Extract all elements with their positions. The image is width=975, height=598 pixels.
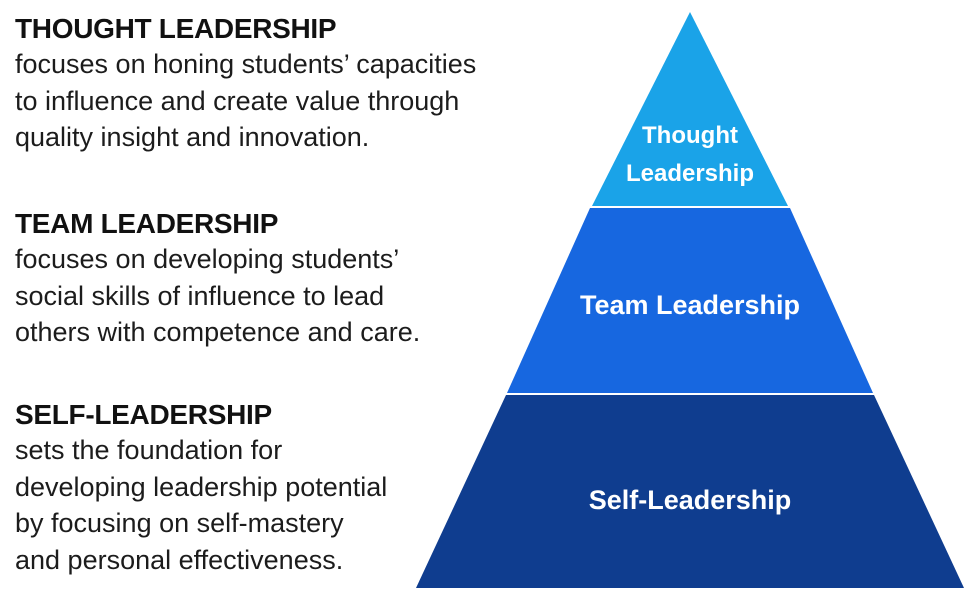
- pyramid-tier-team-leadership: [507, 208, 873, 393]
- description-line: focuses on honing students’ capacities: [15, 49, 477, 79]
- description-line: developing leadership potential: [15, 471, 388, 502]
- pyramid-label-team: Team Leadership: [580, 290, 800, 320]
- description-line: quality insight and innovation.: [15, 122, 370, 152]
- team-leadership-description: TEAM LEADERSHIP focuses on developing st…: [15, 207, 575, 351]
- pyramid-label-thought-line2: Leadership: [626, 160, 754, 187]
- description-line: to influence and create value through: [15, 85, 460, 116]
- pyramid-tier-self-leadership: [416, 395, 964, 588]
- description-line: and personal effectiveness.: [15, 544, 344, 575]
- thought-leadership-heading: THOUGHT LEADERSHIP: [15, 13, 337, 44]
- pyramid-tier-thought-leadership: [592, 12, 788, 206]
- description-line: by focusing on self-mastery: [15, 508, 344, 538]
- description-line: others with competence and care.: [15, 317, 421, 347]
- pyramid-label-thought-line1: Thought: [642, 122, 738, 149]
- self-leadership-description: SELF-LEADERSHIP sets the foundation for …: [15, 398, 575, 578]
- self-leadership-heading: SELF-LEADERSHIP: [15, 399, 272, 430]
- description-line: sets the foundation for: [15, 435, 283, 465]
- description-line: focuses on developing students’: [15, 244, 400, 274]
- description-line: social skills of influence to lead: [15, 280, 385, 311]
- thought-leadership-description: THOUGHT LEADERSHIP focuses on honing stu…: [15, 12, 575, 156]
- team-leadership-heading: TEAM LEADERSHIP: [15, 208, 279, 239]
- pyramid-label-self: Self-Leadership: [589, 485, 792, 515]
